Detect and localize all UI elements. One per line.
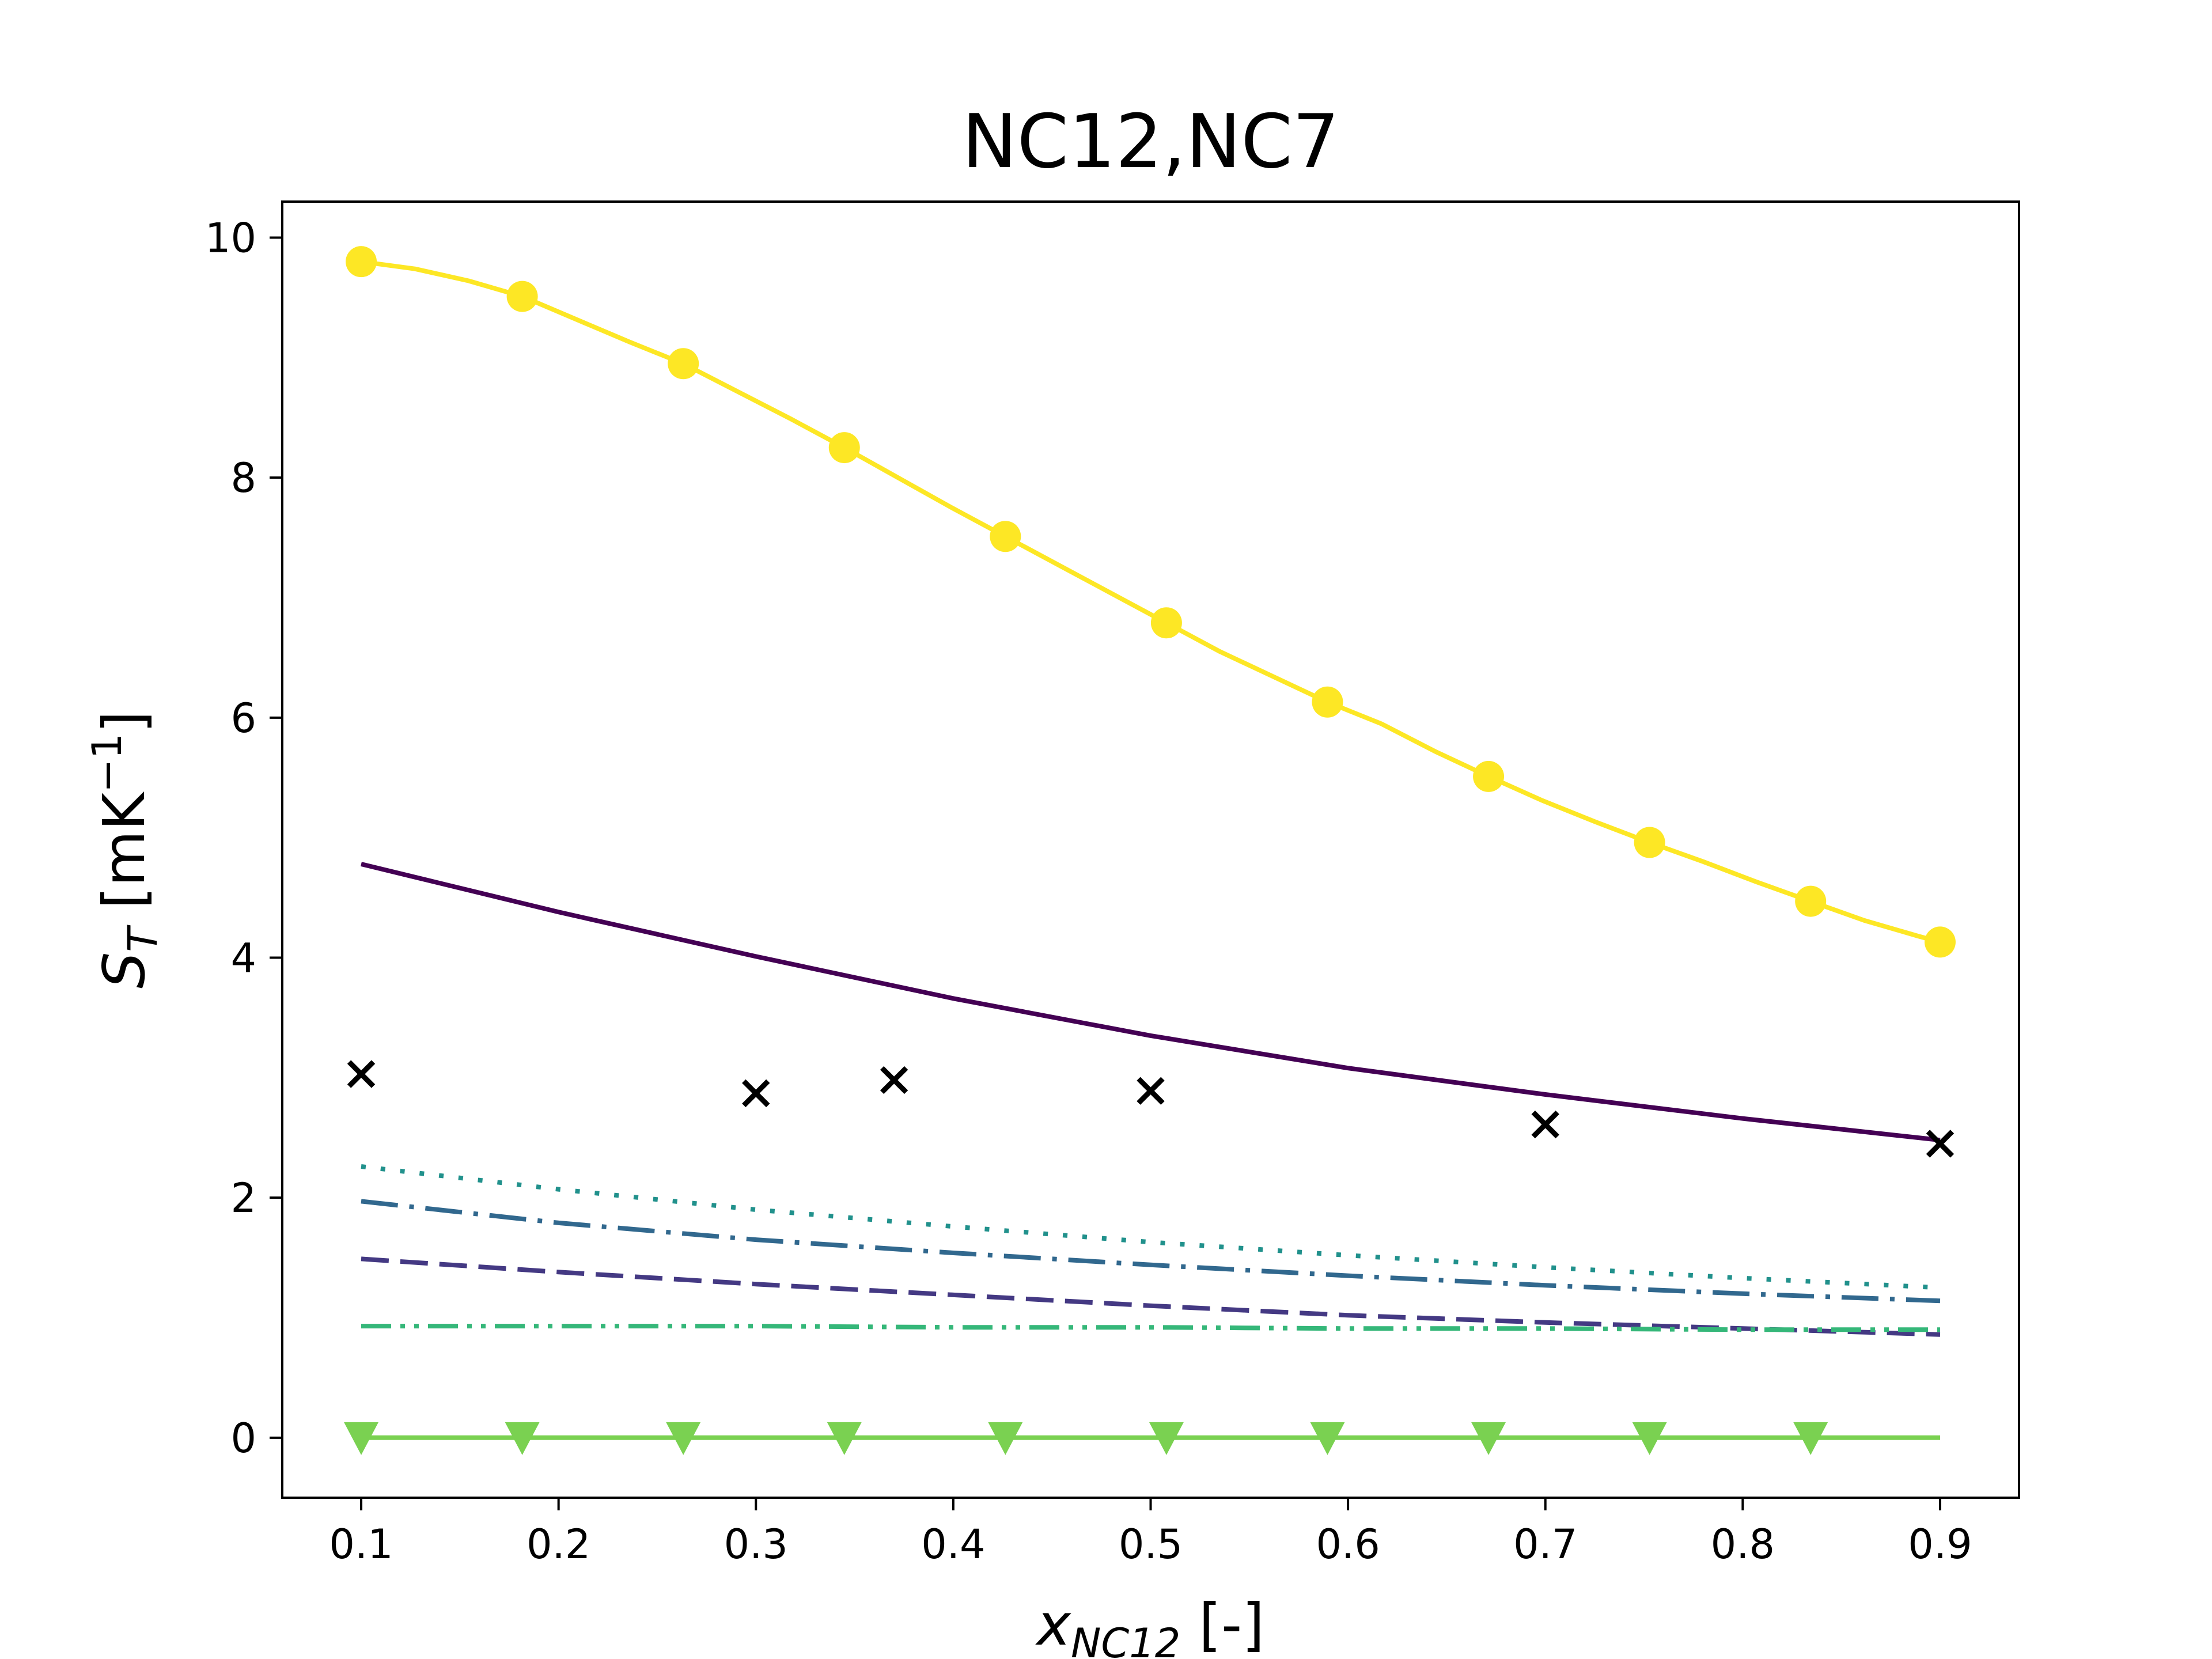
series-1-point [346, 246, 377, 278]
series-1-point [1795, 885, 1827, 917]
y-tick-label: 6 [230, 695, 256, 742]
scatter-point [1137, 1077, 1165, 1105]
series-7-point [1149, 1422, 1184, 1455]
series-1-point [1150, 607, 1182, 639]
x-tick-label: 0.6 [1316, 1521, 1380, 1568]
series-7-point [1310, 1422, 1345, 1455]
x-axis-label: xNC12 [-] [1035, 1591, 1264, 1659]
series-7-point [1793, 1422, 1828, 1455]
chart-title: NC12,NC7 [962, 99, 1339, 185]
series-1-point [1473, 760, 1505, 792]
y-label-superscript: −1 [84, 733, 131, 793]
series-1-point [668, 348, 699, 380]
y-tick-label: 4 [230, 935, 256, 982]
y-label-symbol: S [90, 952, 158, 988]
scatter-point [742, 1079, 770, 1108]
series-line-5 [361, 1256, 1941, 1337]
y-label-unit: [mK [90, 791, 158, 927]
series-1-point [1312, 686, 1343, 718]
x-tick-label: 0.5 [1119, 1521, 1183, 1568]
series-7-point [988, 1422, 1023, 1455]
series-7-point [666, 1422, 701, 1455]
series-7-point [1632, 1422, 1667, 1455]
y-tick-label: 2 [230, 1175, 256, 1222]
x-tick-label: 0.2 [527, 1521, 590, 1568]
x-tick-label: 0.1 [329, 1521, 393, 1568]
y-axis-label: ST [mK−1] [84, 711, 166, 988]
scatter-point [1531, 1110, 1559, 1139]
x-tick-label: 0.7 [1513, 1521, 1577, 1568]
series-line-2 [361, 862, 1941, 1143]
series-7-point [827, 1422, 862, 1455]
x-tick-label: 0.3 [724, 1521, 788, 1568]
series-7-point [1471, 1422, 1506, 1455]
y-label-subscript: T [119, 925, 166, 952]
series-7-point [505, 1422, 540, 1455]
series-1-point [828, 432, 860, 464]
series-1-point [990, 521, 1021, 552]
scatter-point [880, 1066, 908, 1094]
series-1-point [1634, 827, 1665, 858]
y-tick-label: 10 [205, 215, 256, 262]
series-line-4 [361, 1199, 1941, 1304]
x-tick-label: 0.8 [1711, 1521, 1775, 1568]
series-line-6 [361, 1324, 1940, 1332]
scatter-point [347, 1060, 376, 1088]
x-label-symbol: x [1035, 1591, 1072, 1658]
y-tick-label: 0 [230, 1415, 256, 1462]
y-label-close: ] [90, 711, 158, 733]
series-1-point [506, 281, 538, 312]
x-label-subscript: NC12 [1071, 1620, 1180, 1659]
scatter-point [1926, 1130, 1955, 1158]
series-7-point [344, 1422, 379, 1455]
series-1-point [1924, 926, 1956, 958]
x-label-unit: [-] [1180, 1591, 1264, 1658]
x-tick-label: 0.4 [921, 1521, 985, 1568]
plot-area [344, 246, 1956, 1455]
y-tick-label: 8 [230, 454, 256, 502]
x-tick-label: 0.9 [1908, 1521, 1972, 1568]
axes: 0.1 0.2 0.3 0.4 0.5 0.6 0.7 0.8 0.9 0 2 4 6 8 10 [205, 200, 2020, 1568]
